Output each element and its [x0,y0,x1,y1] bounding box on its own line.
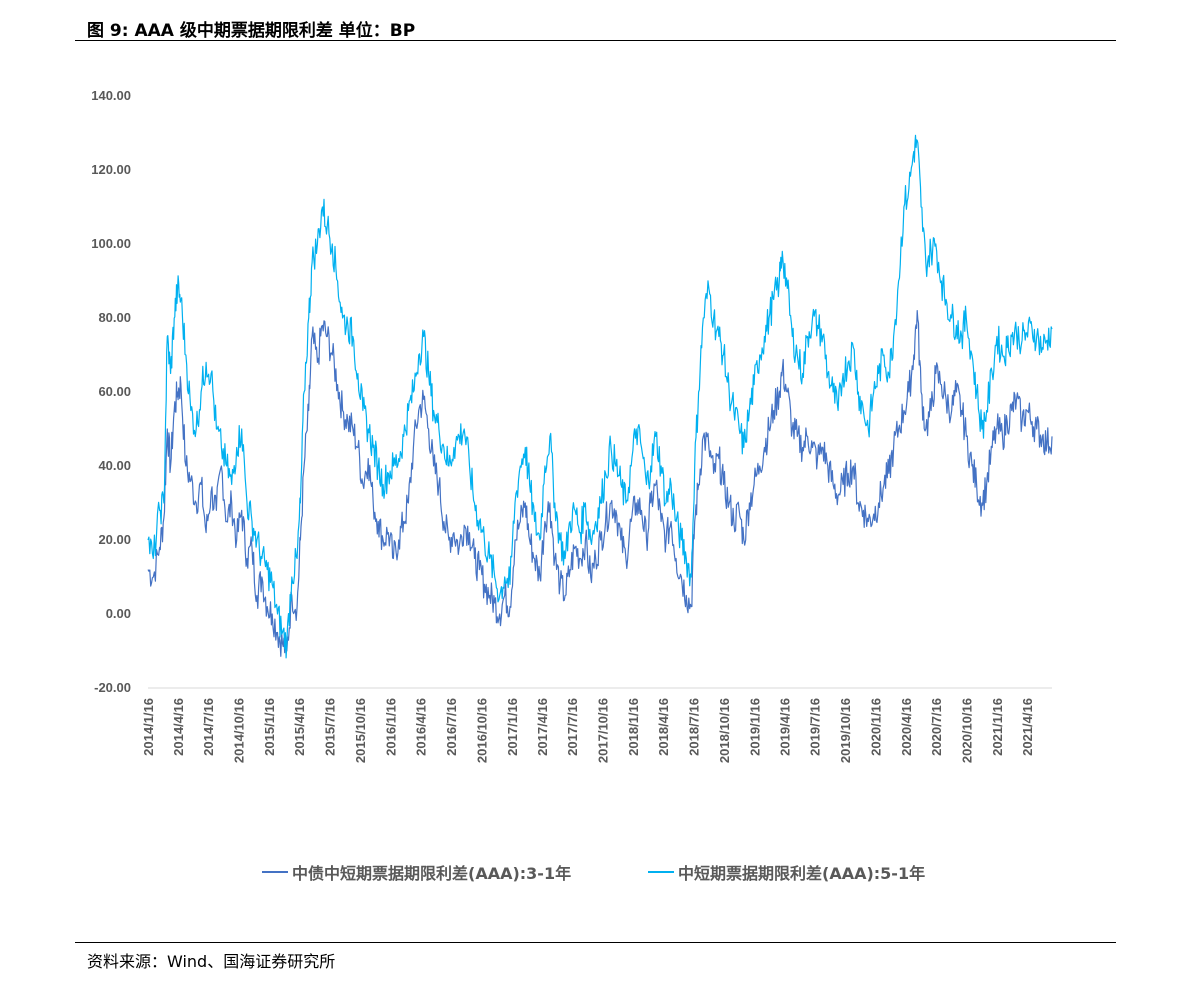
legend-item-series-2: 中短期票据期限利差(AAA):5-1年 [648,860,925,884]
y-tick-label: 80.00 [98,310,131,325]
chart-legend: 中债中短期票据期限利差(AAA):3-1年 中短期票据期限利差(AAA):5-1… [0,860,1191,884]
y-tick-label: 0.00 [106,606,131,621]
x-axis-ticks: 2014/1/16 2014/4/16 2014/7/16 2014/10/16 201… [141,698,1035,763]
series-line-1 [147,310,1053,657]
y-tick-label: 140.00 [91,88,131,103]
figure-title: 图 9: AAA 级中期票据期限利差 单位：BP [87,21,416,41]
x-tick-label: 2016/10/16 [474,698,489,763]
x-tick-label: 2020/4/16 [899,698,914,756]
x-tick-label: 2018/1/16 [626,698,641,756]
x-tick-label: 2014/10/16 [232,698,247,763]
y-tick-label: 120.00 [91,162,131,177]
x-tick-label: 2019/10/16 [838,698,853,763]
series-line-2 [147,134,1053,659]
x-tick-label: 2016/7/16 [444,698,459,756]
x-tick-label: 2021/4/16 [1020,698,1035,756]
x-tick-label: 2019/4/16 [777,698,792,756]
x-tick-label: 2019/1/16 [747,698,762,756]
source-note: 资料来源：Wind、国海证券研究所 [87,952,336,971]
x-tick-label: 2018/4/16 [656,698,671,756]
x-tick-label: 2017/1/16 [505,698,520,756]
x-tick-label: 2015/10/16 [353,698,368,763]
y-tick-label: 100.00 [91,236,131,251]
legend-line-series-2 [648,871,674,873]
x-tick-label: 2021/1/16 [990,698,1005,756]
x-tick-label: 2014/7/16 [201,698,216,756]
legend-line-series-1 [262,871,288,873]
legend-label-series-2: 中短期票据期限利差(AAA):5-1年 [678,864,926,883]
x-tick-label: 2020/10/16 [960,698,975,763]
x-tick-label: 2019/7/16 [808,698,823,756]
x-tick-label: 2015/4/16 [292,698,307,756]
series-group [147,134,1053,659]
x-tick-label: 2018/7/16 [686,698,701,756]
y-axis-ticks: 140.00 120.00 100.00 80.00 60.00 40.00 20.00 0.… [91,88,131,695]
x-tick-label: 2016/1/16 [383,698,398,756]
x-tick-label: 2017/7/16 [565,698,580,756]
y-tick-label: -20.00 [94,680,131,695]
x-tick-label: 2014/1/16 [141,698,156,756]
x-tick-label: 2014/4/16 [171,698,186,756]
legend-item-series-1: 中债中短期票据期限利差(AAA):3-1年 [262,860,571,884]
x-tick-label: 2015/7/16 [322,698,337,756]
x-tick-label: 2017/10/16 [596,698,611,763]
x-tick-label: 2018/10/16 [717,698,732,763]
x-tick-label: 2020/1/16 [869,698,884,756]
y-tick-label: 20.00 [98,532,131,547]
x-tick-label: 2016/4/16 [414,698,429,756]
line-chart: 140.00 120.00 100.00 80.00 60.00 40.00 20.00 0.… [91,88,1053,763]
y-tick-label: 60.00 [98,384,131,399]
x-tick-label: 2017/4/16 [535,698,550,756]
figure-footer: 资料来源：Wind、国海证券研究所 [75,942,1116,971]
x-tick-label: 2020/7/16 [929,698,944,756]
legend-label-series-1: 中债中短期票据期限利差(AAA):3-1年 [292,864,572,883]
x-tick-label: 2015/1/16 [262,698,277,756]
y-tick-label: 40.00 [98,458,131,473]
figure-header: 图 9: AAA 级中期票据期限利差 单位：BP [75,14,1116,41]
